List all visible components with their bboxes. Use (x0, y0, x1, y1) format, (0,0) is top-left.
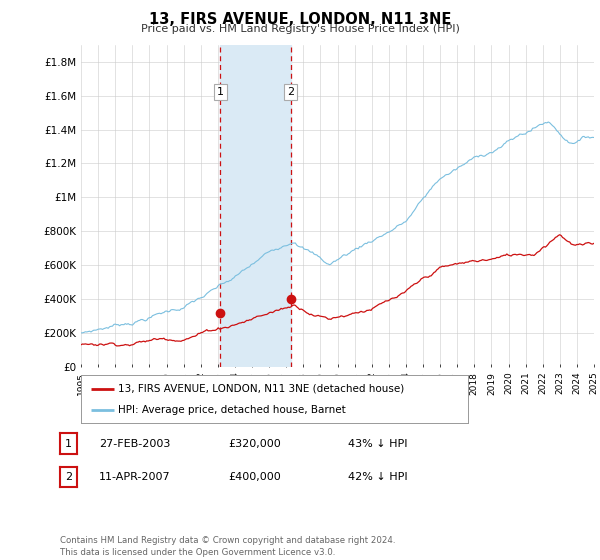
Text: 42% ↓ HPI: 42% ↓ HPI (348, 472, 407, 482)
Text: 1: 1 (217, 87, 224, 97)
Text: 27-FEB-2003: 27-FEB-2003 (99, 438, 170, 449)
Bar (220, 45, 291, 367)
Text: 2: 2 (287, 87, 295, 97)
Text: HPI: Average price, detached house, Barnet: HPI: Average price, detached house, Barn… (118, 405, 346, 416)
Text: 1: 1 (65, 438, 72, 449)
Text: 43% ↓ HPI: 43% ↓ HPI (348, 438, 407, 449)
Text: Price paid vs. HM Land Registry's House Price Index (HPI): Price paid vs. HM Land Registry's House … (140, 24, 460, 34)
Text: £320,000: £320,000 (228, 438, 281, 449)
Text: 13, FIRS AVENUE, LONDON, N11 3NE (detached house): 13, FIRS AVENUE, LONDON, N11 3NE (detach… (118, 384, 404, 394)
Text: 2: 2 (65, 472, 72, 482)
Text: Contains HM Land Registry data © Crown copyright and database right 2024.
This d: Contains HM Land Registry data © Crown c… (60, 536, 395, 557)
Text: 11-APR-2007: 11-APR-2007 (99, 472, 170, 482)
Text: £400,000: £400,000 (228, 472, 281, 482)
Text: 13, FIRS AVENUE, LONDON, N11 3NE: 13, FIRS AVENUE, LONDON, N11 3NE (149, 12, 451, 27)
